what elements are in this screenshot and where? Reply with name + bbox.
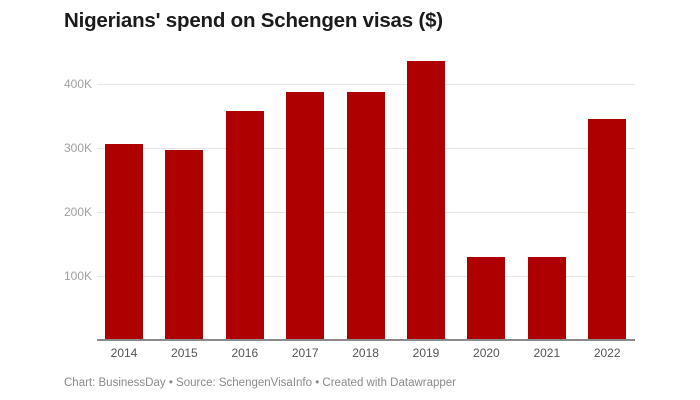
x-tick-label: 2019 — [412, 346, 440, 360]
x-tick-label: 2016 — [231, 346, 259, 360]
bar-2020 — [467, 256, 506, 340]
bar-2018 — [346, 92, 385, 340]
chart-title: Nigerians' spend on Schengen visas ($) — [64, 9, 443, 32]
y-tick-label: 100K — [64, 269, 93, 283]
x-tick-label: 2021 — [533, 346, 561, 360]
bar-2022 — [588, 119, 627, 340]
gridline — [97, 84, 635, 85]
bar-2014 — [105, 144, 143, 340]
x-tick-label: 2020 — [473, 346, 500, 360]
x-tick-label: 2018 — [352, 346, 379, 360]
y-tick-label: 200K — [64, 205, 93, 219]
y-tick-label: 300K — [64, 141, 93, 155]
x-tick-label: 2014 — [110, 346, 138, 360]
y-tick-label: 400K — [64, 77, 93, 91]
bar-2016 — [225, 110, 264, 340]
bar-2021 — [527, 256, 566, 340]
bar-2015 — [165, 149, 204, 340]
chart-footer: Chart: BusinessDay • Source: SchengenVis… — [64, 377, 457, 389]
x-tick-label: 2015 — [171, 346, 198, 360]
x-tick-label: 2017 — [291, 346, 319, 360]
x-tick-label: 2022 — [593, 346, 621, 360]
bar-2017 — [286, 92, 325, 340]
bar-2019 — [407, 60, 445, 340]
x-axis-baseline — [97, 339, 635, 341]
